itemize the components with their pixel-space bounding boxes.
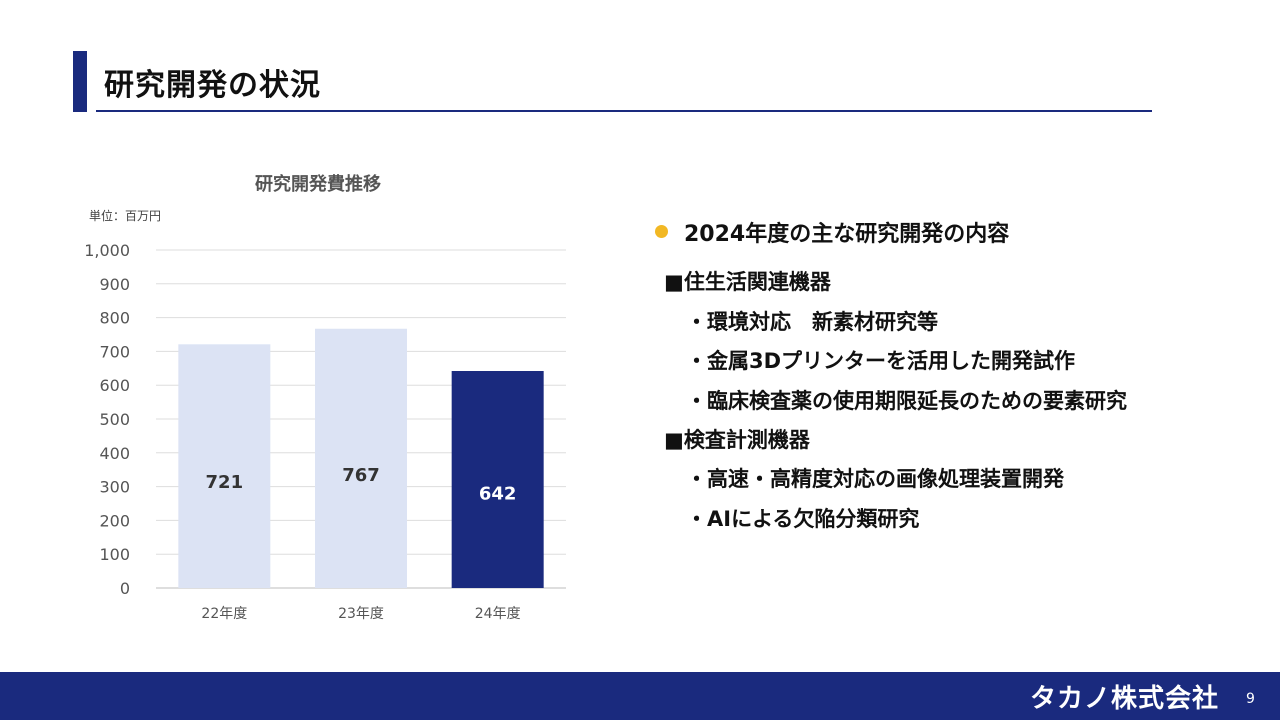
y-tick-label: 500 bbox=[99, 410, 130, 429]
page-title: 研究開発の状況 bbox=[104, 68, 321, 103]
list-item: ・金属3Dプリンターを活用した開発試作 bbox=[686, 349, 1076, 373]
data-label: 767 bbox=[342, 465, 380, 486]
y-tick-label: 0 bbox=[120, 579, 130, 598]
x-category-label: 22年度 bbox=[201, 606, 247, 622]
y-tick-label: 300 bbox=[99, 478, 130, 497]
list-item: ・臨床検査薬の使用期限延長のための要素研究 bbox=[686, 389, 1127, 413]
content-heading: 2024年度の主な研究開発の内容 bbox=[684, 222, 1010, 247]
bar bbox=[178, 344, 271, 588]
page-number: 9 bbox=[1246, 691, 1255, 707]
data-label: 721 bbox=[206, 472, 244, 493]
list-item: ・AIによる欠陥分類研究 bbox=[686, 507, 920, 531]
chart-unit-label: 単位：百万円 bbox=[89, 209, 162, 223]
bar bbox=[451, 371, 544, 588]
title-divider bbox=[96, 110, 1152, 112]
section-label-inspection: ■検査計測機器 bbox=[664, 428, 810, 452]
y-tick-label: 600 bbox=[99, 376, 130, 395]
chart-title: 研究開発費推移 bbox=[255, 174, 381, 195]
list-item: ・環境対応 新素材研究等 bbox=[686, 310, 938, 334]
y-tick-label: 700 bbox=[99, 342, 130, 361]
section-label-housing: ■住生活関連機器 bbox=[664, 270, 831, 294]
bullet-dot-icon bbox=[655, 225, 668, 238]
x-category-label: 24年度 bbox=[475, 606, 521, 622]
list-item: ・高速・高精度対応の画像処理装置開発 bbox=[686, 467, 1064, 491]
y-tick-label: 400 bbox=[99, 444, 130, 463]
y-tick-label: 200 bbox=[99, 511, 130, 530]
footer-bar bbox=[0, 672, 1280, 720]
bar bbox=[315, 328, 407, 588]
y-tick-label: 100 bbox=[99, 545, 130, 564]
rd-expense-bar-chart: 0 100 200 300 400 500 600 700 800 900 1,000 721 22年度… bbox=[84, 241, 566, 622]
company-logo: タカノ株式会社 bbox=[1030, 684, 1220, 714]
y-tick-label: 900 bbox=[99, 275, 130, 294]
y-tick-label: 1,000 bbox=[84, 241, 130, 260]
data-label: 642 bbox=[479, 484, 517, 505]
title-accent-bar bbox=[73, 51, 87, 112]
x-category-label: 23年度 bbox=[338, 606, 384, 622]
y-tick-label: 800 bbox=[99, 309, 130, 328]
